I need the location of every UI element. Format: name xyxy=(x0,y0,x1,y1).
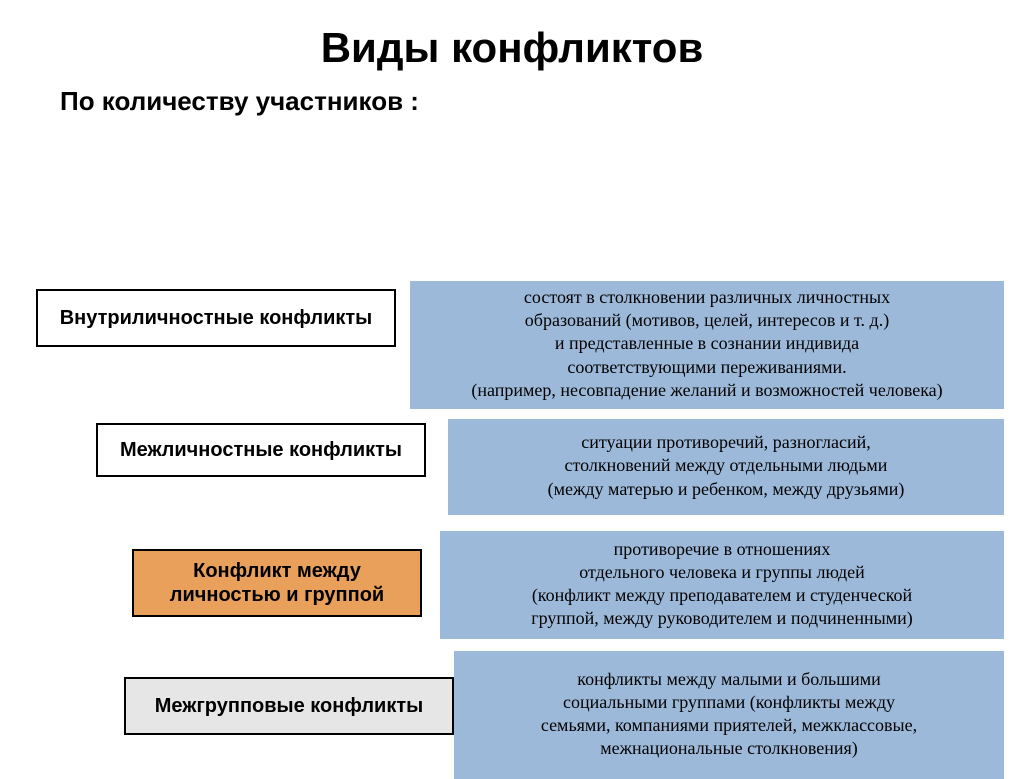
desc-line: (например, несовпадение желаний и возмож… xyxy=(424,379,990,402)
desc-line: (конфликт между преподавателем и студенч… xyxy=(454,584,990,607)
desc-line: ситуации противоречий, разногласий, xyxy=(462,431,990,454)
category-label: Межличностные конфликты xyxy=(96,423,426,477)
desc-line: социальными группами (конфликты между xyxy=(468,691,990,714)
desc-panel: противоречие в отношенияхотдельного чело… xyxy=(440,531,1004,639)
desc-line: семьями, компаниями приятелей, межклассо… xyxy=(468,714,990,737)
category-label: Конфликт между личностью и группой xyxy=(132,549,422,617)
category-label: Межгрупповые конфликты xyxy=(124,677,454,735)
desc-panel: состоят в столкновении различных личност… xyxy=(410,281,1004,409)
desc-line: противоречие в отношениях xyxy=(454,538,990,561)
desc-line: образований (мотивов, целей, интересов и… xyxy=(424,309,990,332)
category-label-text: Внутриличностные конфликты xyxy=(60,306,373,330)
desc-line: отдельного человека и группы людей xyxy=(454,561,990,584)
desc-line: столкновений между отдельными людьми xyxy=(462,454,990,477)
desc-line: состоят в столкновении различных личност… xyxy=(424,286,990,309)
category-label-text: Конфликт между личностью и группой xyxy=(170,559,384,607)
desc-panel: конфликты между малыми и большимисоциаль… xyxy=(454,651,1004,779)
desc-line: (между матерью и ребенком, между друзьям… xyxy=(462,478,990,501)
desc-line: группой, между руководителем и подчиненн… xyxy=(454,607,990,630)
page-subtitle: По количеству участников : xyxy=(0,72,1024,117)
page-title: Виды конфликтов xyxy=(0,0,1024,72)
desc-line: межнациональные столкновения) xyxy=(468,737,990,760)
desc-line: соответствующими переживаниями. xyxy=(424,356,990,379)
category-label-text: Межличностные конфликты xyxy=(120,438,402,462)
category-label-text: Межгрупповые конфликты xyxy=(155,694,423,718)
category-label: Внутриличностные конфликты xyxy=(36,289,396,347)
desc-line: конфликты между малыми и большими xyxy=(468,668,990,691)
desc-panel: ситуации противоречий, разногласий,столк… xyxy=(448,419,1004,515)
desc-line: и представленные в сознании индивида xyxy=(424,332,990,355)
